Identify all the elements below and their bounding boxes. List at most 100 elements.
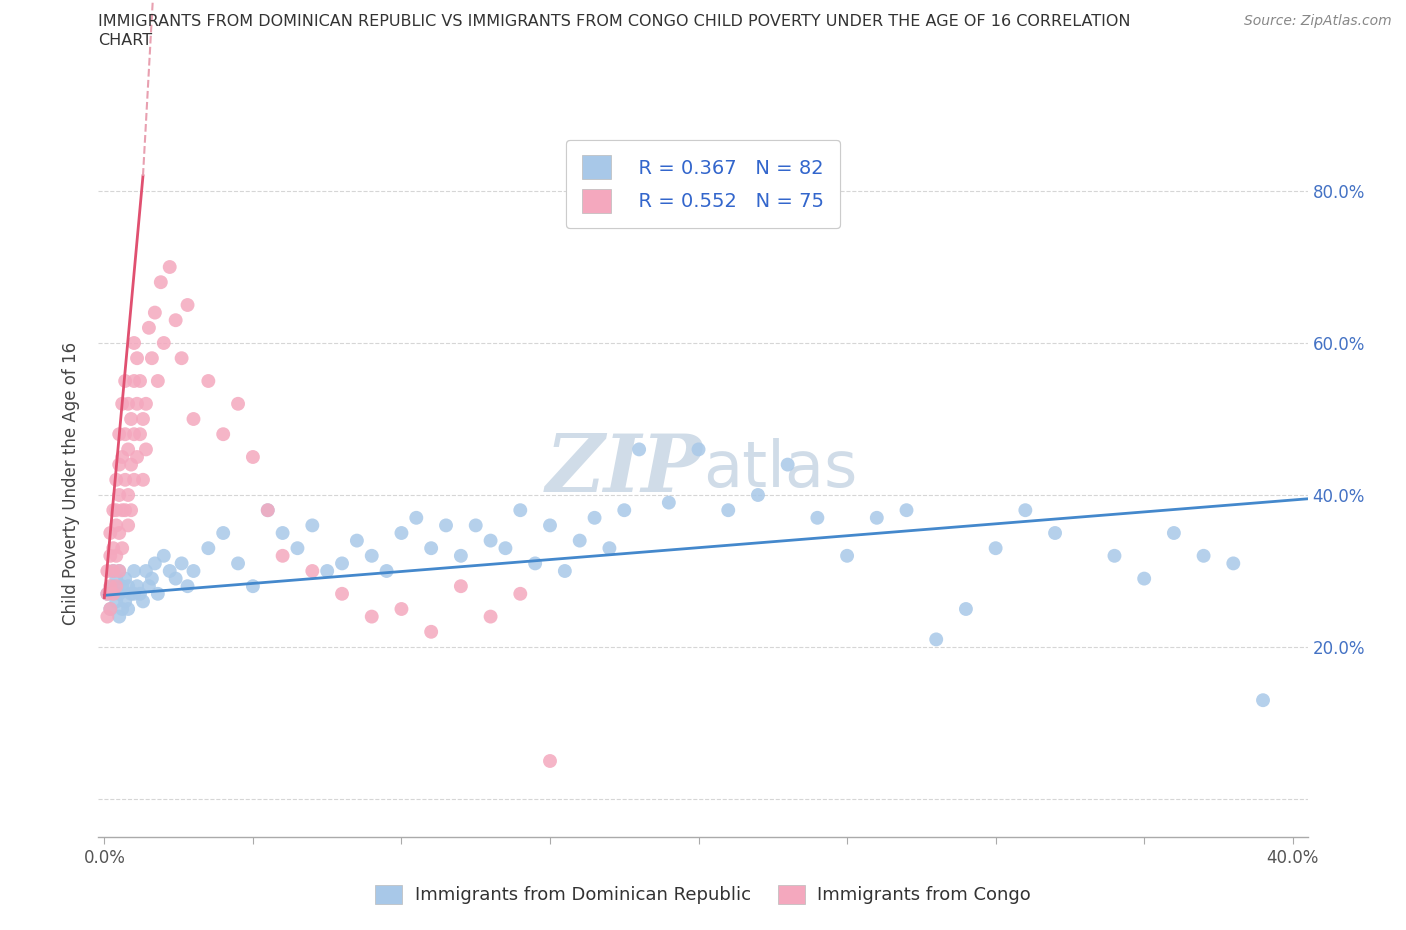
Point bbox=[114, 427, 136, 442]
Point bbox=[1014, 503, 1036, 518]
Point bbox=[256, 503, 278, 518]
Point bbox=[120, 586, 142, 601]
Point bbox=[925, 632, 948, 647]
Point bbox=[98, 602, 121, 617]
Point bbox=[1043, 525, 1066, 540]
Point bbox=[117, 602, 139, 617]
Point bbox=[125, 396, 148, 411]
Point bbox=[120, 458, 142, 472]
Point bbox=[125, 351, 148, 365]
Point bbox=[132, 472, 155, 487]
Point bbox=[524, 556, 547, 571]
Point bbox=[108, 564, 131, 578]
Point bbox=[120, 503, 142, 518]
Point bbox=[129, 586, 152, 601]
Point bbox=[141, 351, 163, 365]
Point bbox=[271, 549, 294, 564]
Text: CHART: CHART bbox=[98, 33, 152, 47]
Point bbox=[129, 374, 152, 389]
Point bbox=[170, 351, 193, 365]
Point bbox=[183, 564, 205, 578]
Point bbox=[122, 472, 145, 487]
Point bbox=[1104, 549, 1126, 564]
Point bbox=[330, 556, 353, 571]
Point bbox=[125, 578, 148, 593]
Point bbox=[114, 374, 136, 389]
Point bbox=[105, 472, 128, 487]
Text: ZIP: ZIP bbox=[546, 431, 703, 508]
Point bbox=[776, 458, 799, 472]
Point bbox=[658, 495, 681, 510]
Point bbox=[301, 518, 323, 533]
Point bbox=[479, 609, 502, 624]
Point bbox=[896, 503, 918, 518]
Point bbox=[105, 518, 128, 533]
Point bbox=[360, 609, 382, 624]
Point bbox=[538, 753, 561, 768]
Point bbox=[122, 586, 145, 601]
Point bbox=[108, 609, 131, 624]
Point bbox=[146, 586, 169, 601]
Point bbox=[346, 533, 368, 548]
Point bbox=[984, 540, 1007, 555]
Point bbox=[170, 556, 193, 571]
Text: Source: ZipAtlas.com: Source: ZipAtlas.com bbox=[1244, 14, 1392, 28]
Point bbox=[98, 525, 121, 540]
Point bbox=[583, 511, 606, 525]
Point bbox=[143, 305, 166, 320]
Point bbox=[450, 578, 472, 593]
Point bbox=[152, 336, 174, 351]
Legend: Immigrants from Dominican Republic, Immigrants from Congo: Immigrants from Dominican Republic, Immi… bbox=[367, 878, 1039, 911]
Point bbox=[494, 540, 516, 555]
Point bbox=[301, 564, 323, 578]
Point bbox=[105, 549, 128, 564]
Point bbox=[125, 449, 148, 464]
Point bbox=[108, 586, 131, 601]
Point bbox=[108, 427, 131, 442]
Point bbox=[129, 427, 152, 442]
Text: IMMIGRANTS FROM DOMINICAN REPUBLIC VS IMMIGRANTS FROM CONGO CHILD POVERTY UNDER : IMMIGRANTS FROM DOMINICAN REPUBLIC VS IM… bbox=[98, 14, 1130, 29]
Point bbox=[598, 540, 620, 555]
Point bbox=[108, 487, 131, 502]
Point bbox=[420, 624, 443, 639]
Point bbox=[717, 503, 740, 518]
Point bbox=[117, 396, 139, 411]
Point bbox=[1163, 525, 1185, 540]
Point bbox=[132, 594, 155, 609]
Point bbox=[197, 374, 219, 389]
Point bbox=[108, 525, 131, 540]
Point bbox=[479, 533, 502, 548]
Point bbox=[152, 549, 174, 564]
Point bbox=[554, 564, 576, 578]
Point bbox=[256, 503, 278, 518]
Point bbox=[1251, 693, 1274, 708]
Point bbox=[111, 503, 134, 518]
Point bbox=[159, 564, 181, 578]
Point bbox=[98, 578, 121, 593]
Point bbox=[212, 427, 235, 442]
Point bbox=[146, 374, 169, 389]
Point bbox=[103, 540, 125, 555]
Point bbox=[287, 540, 309, 555]
Point bbox=[149, 274, 172, 289]
Point bbox=[405, 511, 427, 525]
Point bbox=[330, 586, 353, 601]
Point bbox=[111, 540, 134, 555]
Point bbox=[98, 549, 121, 564]
Point bbox=[391, 525, 413, 540]
Point bbox=[464, 518, 486, 533]
Point bbox=[132, 412, 155, 427]
Point bbox=[165, 571, 187, 586]
Point bbox=[114, 571, 136, 586]
Point bbox=[1192, 549, 1215, 564]
Point bbox=[122, 564, 145, 578]
Point bbox=[143, 556, 166, 571]
Point bbox=[111, 396, 134, 411]
Point bbox=[212, 525, 235, 540]
Point bbox=[117, 442, 139, 457]
Y-axis label: Child Poverty Under the Age of 16: Child Poverty Under the Age of 16 bbox=[62, 342, 80, 625]
Point bbox=[114, 594, 136, 609]
Point bbox=[108, 458, 131, 472]
Point bbox=[111, 449, 134, 464]
Point bbox=[806, 511, 828, 525]
